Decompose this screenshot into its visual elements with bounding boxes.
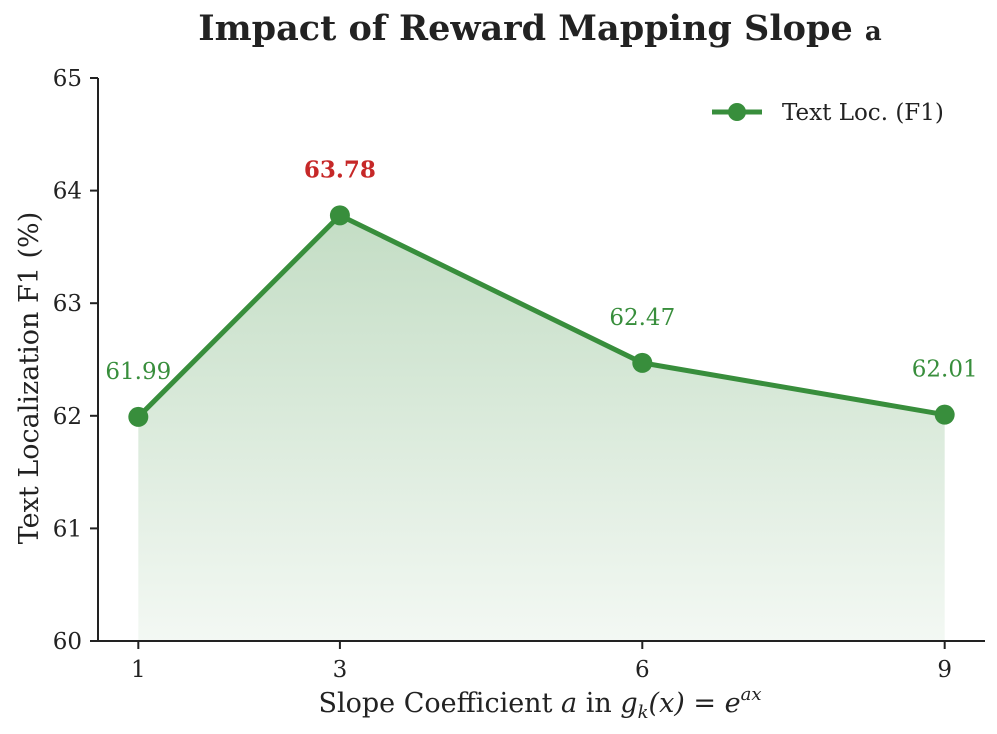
chart-title: Impact of Reward Mapping Slope a	[198, 8, 882, 49]
y-tick-label: 60	[53, 629, 82, 655]
legend: Text Loc. (F1)	[712, 100, 944, 126]
data-point	[934, 404, 955, 425]
y-axis-label: Text Localization F1 (%)	[14, 212, 45, 544]
y-tick-label: 65	[53, 66, 82, 92]
legend-label: Text Loc. (F1)	[782, 100, 944, 126]
y-tick-label: 64	[53, 179, 82, 205]
plot-area: 60 61 62 63 64 65 1 3 6 9 61.99 63.78 62.47 62.01	[53, 66, 985, 683]
area-fill	[138, 215, 945, 641]
data-labels: 61.99 63.78 62.47 62.01	[105, 156, 977, 385]
series-points	[128, 205, 955, 427]
data-point	[329, 205, 350, 226]
y-tick-label: 63	[53, 291, 82, 317]
data-point	[632, 352, 653, 373]
data-label: 61.99	[105, 359, 171, 385]
x-axis-ticks: 1 3 6 9	[131, 641, 952, 683]
x-axis-label: Slope Coefficient a in gk(x) = eax	[319, 684, 762, 723]
x-tick-label: 6	[635, 657, 650, 683]
legend-marker	[728, 103, 746, 121]
x-tick-label: 3	[333, 657, 348, 683]
data-point	[128, 406, 149, 427]
series-line-text-loc	[135, 212, 948, 420]
y-axis-ticks: 60 61 62 63 64 65	[53, 66, 98, 655]
data-label: 63.78	[304, 156, 376, 183]
data-label: 62.01	[912, 357, 978, 383]
x-tick-label: 9	[937, 657, 952, 683]
y-tick-label: 61	[53, 516, 82, 542]
data-label: 62.47	[609, 305, 675, 331]
x-tick-label: 1	[131, 657, 146, 683]
y-tick-label: 62	[53, 404, 82, 430]
